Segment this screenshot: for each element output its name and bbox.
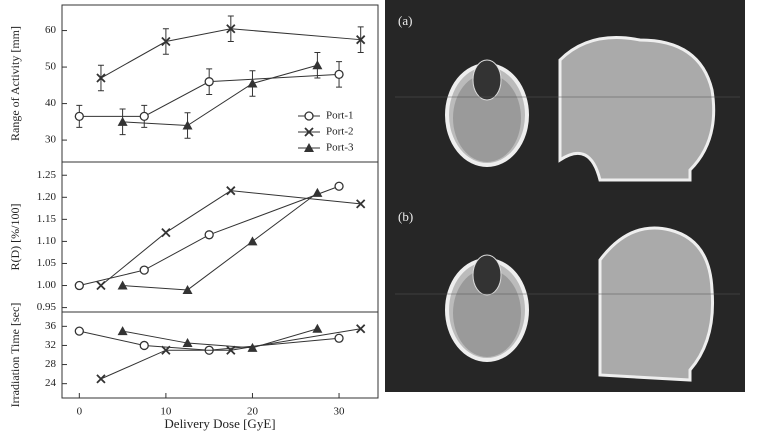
marker <box>182 338 193 348</box>
marker <box>139 265 149 275</box>
marker <box>356 35 366 45</box>
plot-frame <box>61 4 379 163</box>
y-tick-label: 28 <box>45 358 57 370</box>
marker <box>334 69 344 80</box>
legend-marker <box>304 143 314 152</box>
marker <box>226 345 236 355</box>
marker <box>117 326 128 336</box>
marker <box>182 120 193 130</box>
series-line <box>100 328 361 380</box>
legend-label: Port-2 <box>326 126 354 138</box>
marker <box>226 186 236 196</box>
series-line <box>100 190 361 286</box>
y-axis-label: R(D) [%/100] <box>8 204 22 271</box>
legend-label: Port-1 <box>326 110 354 122</box>
marker <box>247 342 258 352</box>
y-tick-label: 1.25 <box>37 169 57 181</box>
y-tick-label: 1.05 <box>37 257 57 269</box>
ct-image-b <box>395 226 740 382</box>
x-tick-label: 10 <box>160 406 172 418</box>
marker <box>117 280 128 290</box>
series-line <box>100 28 361 79</box>
y-tick-label: 1.10 <box>37 235 57 247</box>
marker <box>356 199 366 209</box>
y-tick-label: 30 <box>45 134 57 146</box>
marker <box>182 284 193 294</box>
marker <box>204 230 214 240</box>
marker <box>247 236 258 246</box>
x-tick-label: 30 <box>334 406 346 418</box>
y-tick-label: 60 <box>45 24 57 36</box>
series-line <box>79 185 340 287</box>
series-line <box>122 64 318 126</box>
marker <box>312 323 323 333</box>
marker <box>334 333 344 343</box>
marker <box>226 24 236 34</box>
marker <box>204 77 214 87</box>
marker <box>74 326 84 336</box>
marker <box>356 324 366 334</box>
ct-image-a <box>395 36 740 182</box>
marker <box>74 111 84 122</box>
y-tick-label: 1.20 <box>37 191 57 203</box>
marker <box>334 181 344 191</box>
y-tick-label: 0.95 <box>37 301 57 313</box>
marker <box>312 187 323 197</box>
y-tick-label: 40 <box>45 97 57 109</box>
legend-marker <box>304 127 314 137</box>
series-line <box>122 192 318 291</box>
panel-label: (a) <box>398 13 412 28</box>
marker <box>161 345 171 355</box>
legend-marker <box>304 111 314 121</box>
y-tick-label: 50 <box>45 61 57 73</box>
marker <box>74 280 84 291</box>
y-axis-label: Range of Activity [mm] <box>8 26 22 141</box>
marker <box>161 36 171 47</box>
marker <box>312 60 323 70</box>
marker <box>117 116 128 126</box>
y-tick-label: 1.15 <box>37 213 57 225</box>
marker <box>161 227 171 238</box>
series-line <box>79 330 340 351</box>
y-tick-label: 36 <box>45 320 57 332</box>
x-tick-label: 0 <box>77 406 83 418</box>
plot-frame <box>61 161 379 313</box>
plot-frame <box>61 311 379 399</box>
y-tick-label: 24 <box>45 377 57 389</box>
y-tick-label: 32 <box>45 339 56 351</box>
legend-label: Port-3 <box>326 142 354 154</box>
x-axis-label: Delivery Dose [GyE] <box>164 416 275 431</box>
series-line <box>122 328 318 349</box>
series-line <box>79 73 340 117</box>
panel-label: (b) <box>398 209 413 224</box>
marker <box>247 78 258 88</box>
x-tick-label: 20 <box>247 406 259 418</box>
marker <box>139 340 149 351</box>
marker <box>139 111 149 122</box>
y-tick-label: 1.00 <box>37 279 57 291</box>
marker <box>96 374 106 384</box>
y-axis-label: Irradiation Time [sec] <box>8 303 22 408</box>
marker <box>96 73 106 83</box>
marker <box>96 280 106 291</box>
